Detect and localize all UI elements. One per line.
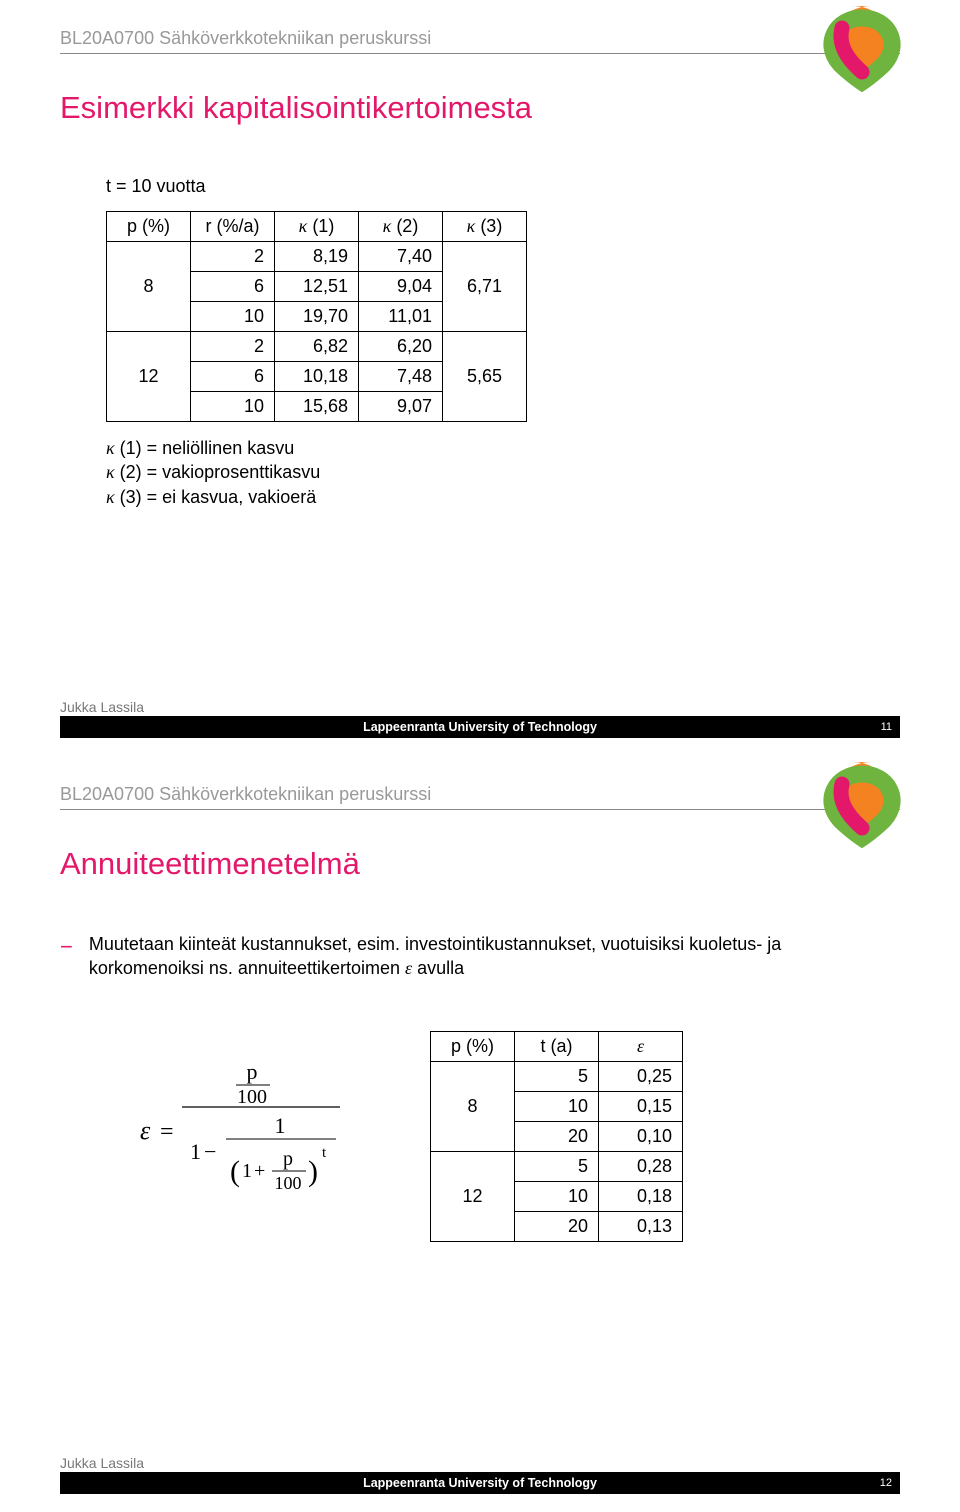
intro-text: t = 10 vuotta [106,176,900,197]
table-row: 8 5 0,25 [431,1061,683,1091]
table-header-row: p (%) r (%/a) κ (1) κ (2) κ (3) [107,212,527,242]
page-number: 11 [881,721,892,733]
formula-and-table: ε = p 100 1 − 1 ( 1 + [140,1017,900,1256]
bullet-dash-icon: − [60,932,73,981]
course-code: BL20A0700 Sähköverkkotekniikan peruskurs… [60,28,900,49]
bullet: − Muutetaan kiinteät kustannukset, esim.… [60,932,900,981]
svg-text:(: ( [230,1155,240,1188]
table-row: 12 2 6,82 6,20 5,65 [107,332,527,362]
svg-text:): ) [308,1155,318,1188]
col-eps: ε [599,1031,683,1061]
legend: κ (1) = neliöllinen kasvu κ (2) = vakiop… [106,436,900,509]
author: Jukka Lassila [60,699,900,715]
col-p: p (%) [107,212,191,242]
svg-text:=: = [160,1119,174,1145]
col-p: p (%) [431,1031,515,1061]
svg-text:+: + [254,1160,265,1182]
col-r: r (%/a) [191,212,275,242]
svg-text:100: 100 [237,1086,267,1108]
svg-text:100: 100 [275,1173,302,1193]
svg-text:ε: ε [140,1116,151,1145]
university-name: Lappeenranta University of Technology [363,720,597,734]
legend-line: κ (1) = neliöllinen kasvu [106,436,900,460]
legend-line: κ (2) = vakioprosenttikasvu [106,460,900,484]
legend-line: κ (3) = ei kasvua, vakioerä [106,485,900,509]
footer: Jukka Lassila Lappeenranta University of… [60,699,900,738]
svg-text:1: 1 [190,1139,201,1164]
annuity-formula: ε = p 100 1 − 1 ( 1 + [140,1059,350,1214]
svg-text:p: p [283,1148,293,1170]
col-k2: κ (2) [359,212,443,242]
kappa-table: p (%) r (%/a) κ (1) κ (2) κ (3) 8 2 8,19… [106,211,527,422]
slide-1: BL20A0700 Sähköverkkotekniikan peruskurs… [0,0,960,756]
slide-title: Annuiteettimenetelmä [60,846,900,882]
table-row: 8 2 8,19 7,40 6,71 [107,242,527,272]
svg-text:1: 1 [275,1113,286,1138]
slide1-content: t = 10 vuotta p (%) r (%/a) κ (1) κ (2) … [106,176,900,509]
course-code: BL20A0700 Sähköverkkotekniikan peruskurs… [60,784,900,805]
slide-2: BL20A0700 Sähköverkkotekniikan peruskurs… [0,756,960,1512]
footer: Jukka Lassila Lappeenranta University of… [60,1455,900,1494]
col-k1: κ (1) [275,212,359,242]
col-k3: κ (3) [443,212,527,242]
table-row: 12 5 0,28 [431,1151,683,1181]
svg-text:t: t [322,1145,327,1161]
university-name: Lappeenranta University of Technology [363,1476,597,1490]
table-header-row: p (%) t (a) ε [431,1031,683,1061]
svg-text:−: − [204,1139,216,1164]
footer-blackbar: Lappeenranta University of Technology 12 [60,1472,900,1494]
svg-text:1: 1 [242,1160,252,1182]
university-logo-icon [812,756,912,856]
footer-blackbar: Lappeenranta University of Technology 11 [60,716,900,738]
slide2-content: − Muutetaan kiinteät kustannukset, esim.… [60,932,900,1256]
author: Jukka Lassila [60,1455,900,1471]
bullet-text: Muutetaan kiinteät kustannukset, esim. i… [89,932,900,981]
divider [60,53,900,54]
university-logo-icon [812,0,912,100]
page-number: 12 [880,1477,892,1489]
epsilon-table: p (%) t (a) ε 8 5 0,25 10 0,15 20 0,10 [430,1031,683,1242]
svg-text:p: p [247,1059,258,1084]
divider [60,809,900,810]
col-t: t (a) [515,1031,599,1061]
slide-title: Esimerkki kapitalisointikertoimesta [60,90,900,126]
